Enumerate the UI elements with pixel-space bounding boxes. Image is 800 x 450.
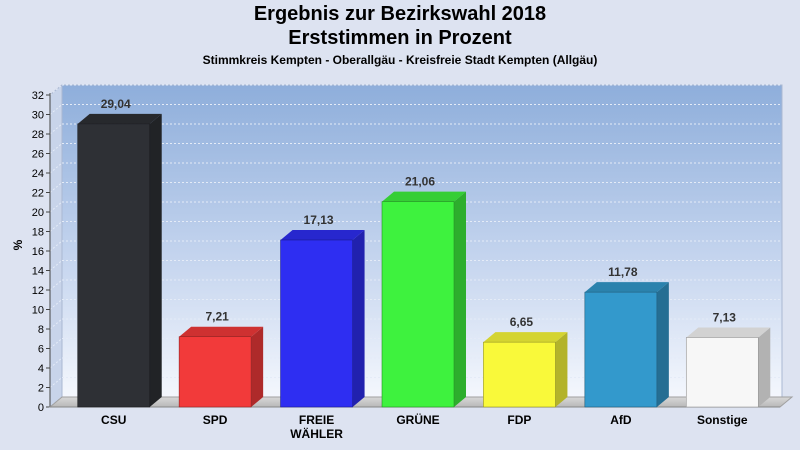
x-tick-label-line: CSU <box>101 413 126 427</box>
x-tick-label-line: GRÜNE <box>396 412 439 427</box>
y-tick-label: 18 <box>32 227 44 239</box>
gridline-side <box>49 221 63 232</box>
bar-top <box>584 282 669 293</box>
y-tick-label: 22 <box>32 188 44 200</box>
x-tick-label: FDP <box>507 413 531 427</box>
plot-left-wall <box>49 83 63 409</box>
x-tick-label-line: SPD <box>203 413 228 427</box>
y-tick-label: 26 <box>32 149 44 161</box>
bar <box>483 341 556 408</box>
gridline-side <box>49 104 63 115</box>
gridline-side <box>49 338 63 349</box>
gridline-side <box>49 357 63 369</box>
bar-side <box>656 282 669 407</box>
gridline-side <box>49 162 63 174</box>
x-tick-label-line: WÄHLER <box>290 426 343 441</box>
bar-top <box>483 332 568 343</box>
bar <box>178 336 252 408</box>
x-tick-label-line: FREIE <box>299 413 334 427</box>
y-tick-label: 24 <box>32 168 44 180</box>
bar-side <box>251 326 264 407</box>
gridline-side <box>49 201 63 213</box>
gridline-side <box>49 123 63 135</box>
x-tick-label: FREIE WÄHLER <box>290 413 343 441</box>
gridline-side <box>49 182 63 193</box>
x-tick-label: CSU <box>101 413 126 427</box>
y-tick-label: 0 <box>38 402 44 414</box>
gridline-side <box>49 143 63 154</box>
bar-top <box>280 229 365 240</box>
x-tick-label-line: Sonstige <box>697 413 748 427</box>
gridline-side <box>49 240 63 252</box>
data-label: 7,21 <box>205 310 229 324</box>
y-tick-label: 32 <box>32 90 44 102</box>
bar-top <box>77 113 162 124</box>
data-label: 17,13 <box>304 213 334 227</box>
y-tick-label: 30 <box>32 110 44 122</box>
gridline-side <box>49 260 63 271</box>
bar <box>381 201 455 408</box>
y-tick-label: 8 <box>38 324 44 336</box>
y-tick-label: 2 <box>38 383 44 395</box>
gridline-side <box>49 299 63 310</box>
x-tick-label: GRÜNE <box>396 412 439 427</box>
data-label: 6,65 <box>510 315 534 329</box>
bar <box>280 239 353 408</box>
chart-title-line1: Ergebnis zur Bezirkswahl 2018 <box>253 3 547 25</box>
x-tick-label: SPD <box>203 413 228 427</box>
y-tick-label: 6 <box>38 344 44 356</box>
bar-3 <box>381 191 466 408</box>
bar-5 <box>584 282 669 408</box>
gridline-side <box>49 279 63 291</box>
bar-side <box>149 113 162 408</box>
chart-title-line2: Erststimmen in Prozent <box>288 27 512 49</box>
data-label: 21,06 <box>405 175 435 189</box>
y-tick-label: 14 <box>32 266 44 278</box>
gridline-side <box>49 377 63 388</box>
bar <box>77 123 151 408</box>
y-tick-label: 4 <box>38 363 44 375</box>
bar-top <box>686 327 771 338</box>
x-tick-label: Sonstige <box>697 413 748 427</box>
x-tick-label: AfD <box>610 413 632 427</box>
gridline-side <box>49 84 63 96</box>
bar <box>584 291 658 408</box>
bar-top <box>179 326 264 337</box>
bar-side <box>454 191 466 407</box>
chart-subtitle: Stimmkreis Kempten - Oberallgäu - Kreisf… <box>202 53 598 67</box>
bar-0 <box>77 113 162 408</box>
bar <box>685 337 759 408</box>
y-axis-label: % <box>11 239 25 250</box>
bar-1 <box>178 326 264 408</box>
bar-side <box>555 332 568 407</box>
bar-6 <box>685 327 771 408</box>
bar-side <box>758 327 771 407</box>
y-tick-label: 20 <box>32 207 44 219</box>
y-tick-label: 12 <box>32 285 44 297</box>
y-tick-label: 16 <box>32 246 44 258</box>
bar-2 <box>280 229 365 408</box>
gridline-side <box>49 318 63 330</box>
data-label: 7,13 <box>713 310 737 324</box>
data-label: 29,04 <box>101 97 131 111</box>
y-tick-label: 10 <box>32 305 44 317</box>
x-tick-label-line: FDP <box>507 413 531 427</box>
data-label: 11,78 <box>608 265 638 279</box>
bar-top <box>382 191 466 202</box>
y-tick-label: 28 <box>32 129 44 141</box>
bar-4 <box>483 332 568 408</box>
bar-side <box>352 229 365 407</box>
x-tick-label-line: AfD <box>610 413 632 427</box>
